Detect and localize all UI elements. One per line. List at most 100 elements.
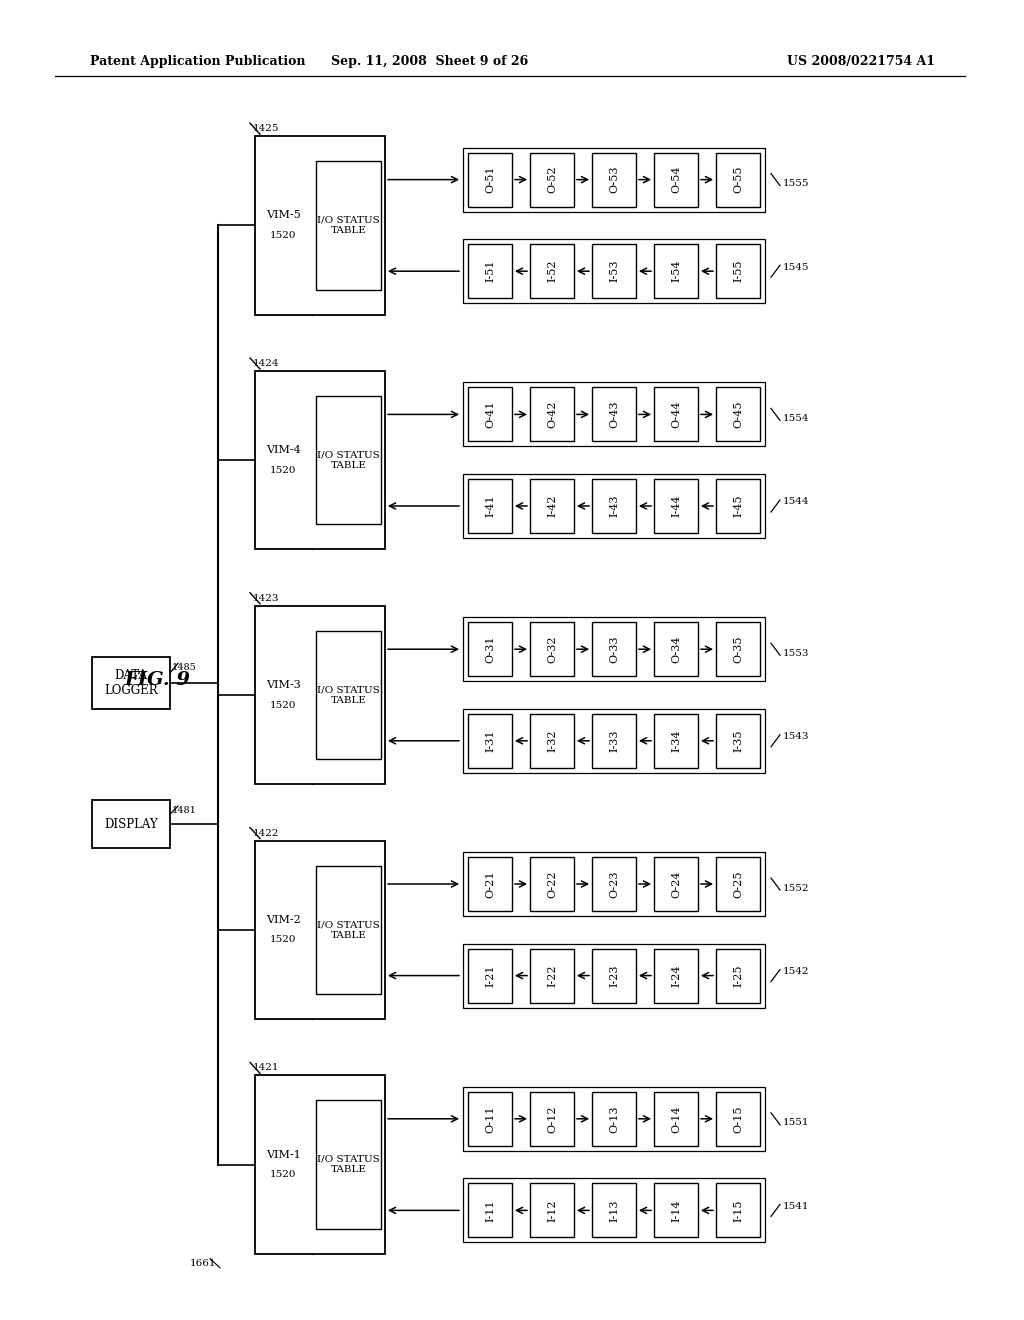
Text: VIM-3: VIM-3 bbox=[265, 680, 300, 690]
Bar bbox=[92, 657, 170, 709]
Bar bbox=[463, 851, 765, 916]
Bar bbox=[592, 153, 636, 207]
Text: 1425: 1425 bbox=[253, 124, 280, 133]
Bar bbox=[654, 857, 698, 911]
Bar bbox=[463, 1179, 765, 1242]
Text: VIM-5: VIM-5 bbox=[265, 210, 300, 220]
Bar bbox=[530, 714, 574, 768]
Bar bbox=[468, 244, 512, 298]
Text: O-21: O-21 bbox=[485, 870, 495, 898]
Bar bbox=[654, 714, 698, 768]
Text: I-23: I-23 bbox=[609, 965, 618, 987]
Bar bbox=[468, 949, 512, 1003]
Text: O-22: O-22 bbox=[547, 870, 557, 898]
Text: DATA
LOGGER: DATA LOGGER bbox=[104, 669, 158, 697]
Text: O-41: O-41 bbox=[485, 401, 495, 428]
Text: O-24: O-24 bbox=[671, 870, 681, 898]
Bar bbox=[716, 622, 760, 676]
Text: O-43: O-43 bbox=[609, 401, 618, 428]
Bar bbox=[92, 800, 170, 849]
Text: O-34: O-34 bbox=[671, 635, 681, 663]
Text: O-35: O-35 bbox=[733, 635, 743, 663]
Text: 1661: 1661 bbox=[189, 1259, 216, 1267]
Bar bbox=[716, 857, 760, 911]
Text: 1421: 1421 bbox=[253, 1064, 280, 1072]
Text: I-41: I-41 bbox=[485, 495, 495, 517]
Bar bbox=[654, 479, 698, 533]
Text: 1545: 1545 bbox=[783, 263, 810, 272]
Text: I-52: I-52 bbox=[547, 260, 557, 282]
Text: Sep. 11, 2008  Sheet 9 of 26: Sep. 11, 2008 Sheet 9 of 26 bbox=[332, 55, 528, 69]
Text: I/O STATUS
TABLE: I/O STATUS TABLE bbox=[317, 685, 380, 705]
Text: I/O STATUS
TABLE: I/O STATUS TABLE bbox=[317, 450, 380, 470]
Text: 1423: 1423 bbox=[253, 594, 280, 603]
Bar bbox=[530, 622, 574, 676]
Bar bbox=[530, 1184, 574, 1237]
Bar bbox=[716, 153, 760, 207]
Bar bbox=[716, 244, 760, 298]
Bar bbox=[463, 1086, 765, 1151]
Bar bbox=[316, 161, 381, 289]
Bar bbox=[592, 949, 636, 1003]
Text: I-54: I-54 bbox=[671, 260, 681, 282]
Bar bbox=[255, 606, 385, 784]
Text: O-11: O-11 bbox=[485, 1105, 495, 1133]
Bar bbox=[716, 1092, 760, 1146]
Text: 1422: 1422 bbox=[253, 829, 280, 838]
Text: I-12: I-12 bbox=[547, 1199, 557, 1221]
Bar bbox=[468, 857, 512, 911]
Bar bbox=[530, 387, 574, 441]
Bar bbox=[592, 244, 636, 298]
Bar bbox=[592, 479, 636, 533]
Bar bbox=[654, 244, 698, 298]
Text: I-14: I-14 bbox=[671, 1199, 681, 1221]
Text: I-43: I-43 bbox=[609, 495, 618, 517]
Text: 1544: 1544 bbox=[783, 498, 810, 507]
Bar bbox=[530, 1092, 574, 1146]
Text: FIG. 9: FIG. 9 bbox=[124, 671, 190, 689]
Bar bbox=[592, 622, 636, 676]
Text: VIM-1: VIM-1 bbox=[265, 1150, 300, 1159]
Bar bbox=[530, 244, 574, 298]
Text: I-45: I-45 bbox=[733, 495, 743, 517]
Bar bbox=[716, 714, 760, 768]
Bar bbox=[654, 622, 698, 676]
Bar bbox=[592, 714, 636, 768]
Text: I/O STATUS
TABLE: I/O STATUS TABLE bbox=[317, 920, 380, 940]
Bar bbox=[463, 148, 765, 211]
Text: VIM-2: VIM-2 bbox=[265, 915, 300, 925]
Bar bbox=[468, 153, 512, 207]
Text: O-12: O-12 bbox=[547, 1105, 557, 1133]
Text: O-32: O-32 bbox=[547, 635, 557, 663]
Text: O-51: O-51 bbox=[485, 166, 495, 193]
Bar bbox=[530, 949, 574, 1003]
Bar bbox=[255, 1076, 385, 1254]
Text: I-15: I-15 bbox=[733, 1199, 743, 1221]
Bar bbox=[463, 383, 765, 446]
Bar bbox=[468, 387, 512, 441]
Bar bbox=[316, 631, 381, 759]
Text: 1551: 1551 bbox=[783, 1118, 810, 1127]
Text: 1542: 1542 bbox=[783, 968, 810, 975]
Text: O-55: O-55 bbox=[733, 166, 743, 193]
Bar bbox=[654, 153, 698, 207]
Bar bbox=[468, 1092, 512, 1146]
Text: I-25: I-25 bbox=[733, 965, 743, 987]
Bar bbox=[716, 949, 760, 1003]
Text: 1424: 1424 bbox=[253, 359, 280, 368]
Text: I-31: I-31 bbox=[485, 730, 495, 752]
Text: I/O STATUS
TABLE: I/O STATUS TABLE bbox=[317, 215, 380, 235]
Text: Patent Application Publication: Patent Application Publication bbox=[90, 55, 305, 69]
Bar bbox=[255, 841, 385, 1019]
Text: I-13: I-13 bbox=[609, 1199, 618, 1221]
Text: 1485: 1485 bbox=[172, 663, 197, 672]
Text: DISPLAY: DISPLAY bbox=[104, 817, 158, 830]
Bar bbox=[316, 396, 381, 524]
Bar bbox=[530, 153, 574, 207]
Text: I-55: I-55 bbox=[733, 260, 743, 282]
Bar bbox=[592, 387, 636, 441]
Text: O-33: O-33 bbox=[609, 635, 618, 663]
Bar bbox=[592, 1092, 636, 1146]
Text: O-23: O-23 bbox=[609, 870, 618, 898]
Bar bbox=[592, 857, 636, 911]
